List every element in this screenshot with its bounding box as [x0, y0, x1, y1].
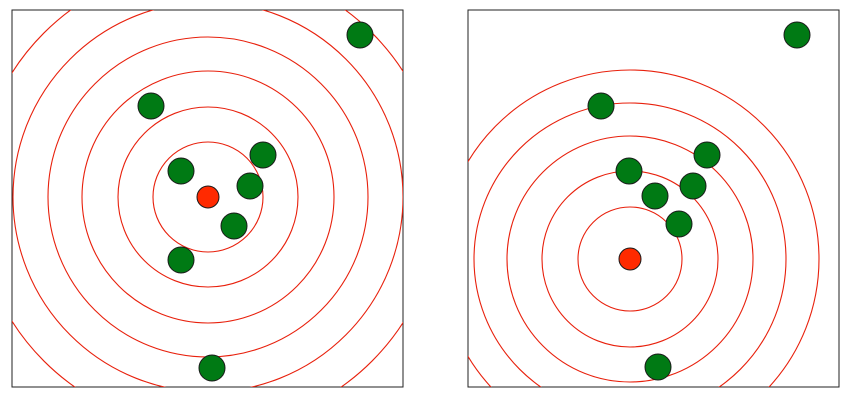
ring [468, 69, 820, 387]
data-point [665, 210, 693, 238]
ring [117, 106, 299, 288]
target-point [618, 247, 642, 271]
ring [577, 206, 683, 312]
data-point [167, 157, 195, 185]
ring [81, 70, 335, 324]
ring [473, 102, 787, 387]
data-point [346, 21, 374, 49]
right-panel [467, 9, 840, 388]
data-point [220, 212, 248, 240]
data-point [783, 21, 811, 49]
data-point [167, 246, 195, 274]
data-point [693, 141, 721, 169]
data-point [137, 92, 165, 120]
data-point [644, 353, 672, 381]
data-point [249, 141, 277, 169]
ring [152, 141, 264, 253]
ring [506, 135, 754, 383]
target-point [196, 185, 220, 209]
data-point [587, 92, 615, 120]
data-point [236, 172, 264, 200]
concentric-rings [12, 10, 403, 387]
left-panel [11, 9, 404, 388]
data-point [615, 157, 643, 185]
data-point [198, 354, 226, 382]
data-point [641, 182, 669, 210]
ring [12, 10, 403, 387]
data-point [679, 172, 707, 200]
